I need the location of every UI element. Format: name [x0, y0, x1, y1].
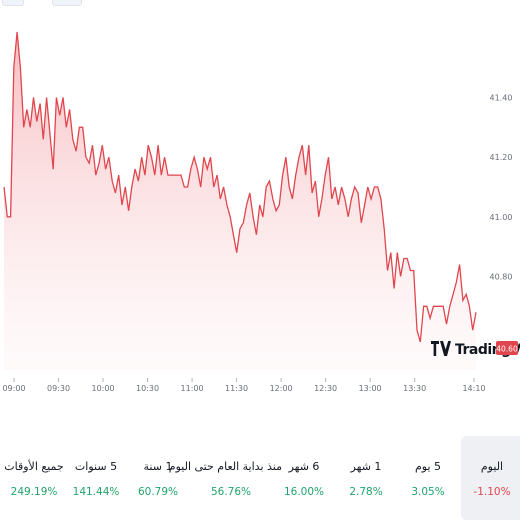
- top-tab-right[interactable]: [52, 0, 82, 6]
- price-line: [3, 31, 477, 343]
- perf-item-all-time[interactable]: جميع الأوقات 249.19%: [3, 436, 65, 520]
- perf-item-5-day[interactable]: 5 يوم 3.05%: [397, 436, 459, 520]
- perf-value: -1.10%: [473, 486, 511, 498]
- x-tick-label: 12:30: [314, 384, 337, 393]
- perf-value: 56.76%: [210, 486, 252, 498]
- perf-value: 249.19%: [10, 486, 58, 498]
- perf-value: 3.05%: [411, 486, 445, 498]
- performance-bar: اليوم -1.10% 5 يوم 3.05% 1 شهر 2.78% 6 ش…: [0, 436, 520, 520]
- area-layer: [4, 31, 476, 371]
- perf-label: 6 شهر: [288, 460, 320, 473]
- tv-logo-mark-left: [431, 341, 439, 356]
- last-price-badge-bg: [496, 341, 518, 355]
- y-tick-label: 40.80: [490, 272, 513, 281]
- y-tick-label: 41.00: [490, 213, 513, 222]
- perf-value: 16.00%: [283, 486, 325, 498]
- price-chart[interactable]: 41.40 41.20 41.00 40.80 09:00 09:30 10:00 10:3…: [0, 0, 520, 420]
- perf-value: 141.44%: [72, 486, 120, 498]
- perf-value: 2.78%: [349, 486, 383, 498]
- perf-item-1-year[interactable]: 1 سنة 60.79%: [127, 436, 189, 520]
- y-tick-label: 41.40: [490, 94, 513, 103]
- x-tick-label: 11:00: [181, 384, 204, 393]
- x-tick-label: 09:30: [47, 384, 70, 393]
- perf-label: 1 سنة: [143, 460, 173, 473]
- perf-label: 5 يوم: [414, 460, 442, 473]
- x-tick-label: 14:10: [462, 384, 485, 393]
- perf-label: 5 سنوات: [74, 460, 118, 473]
- x-tick-label: 09:00: [2, 384, 25, 393]
- line-layer: [3, 31, 477, 343]
- last-price-badge: 40.60: [496, 341, 518, 355]
- x-axis: 09:00 09:30 10:00 10:30 11:00 11:30 12:00 12:30…: [2, 378, 486, 393]
- perf-item-ytd[interactable]: منذ بداية العام حتى اليوم 56.76%: [169, 436, 282, 520]
- x-tick-label: 11:30: [225, 384, 248, 393]
- perf-item-today[interactable]: اليوم -1.10%: [461, 436, 520, 520]
- x-tick-label: 13:00: [359, 384, 382, 393]
- perf-label: منذ بداية العام حتى اليوم: [168, 460, 282, 473]
- y-tick-label: 41.20: [490, 153, 513, 162]
- x-tick-label: 13:30: [403, 384, 426, 393]
- perf-item-1-month[interactable]: 1 شهر 2.78%: [335, 436, 397, 520]
- x-tick-label: 10:00: [92, 384, 115, 393]
- price-area: [4, 31, 476, 371]
- perf-label: جميع الأوقات: [4, 460, 64, 473]
- perf-item-5-years[interactable]: 5 سنوات 141.44%: [65, 436, 127, 520]
- perf-value: 60.79%: [137, 486, 179, 498]
- last-price-label: 40.60: [496, 345, 518, 354]
- y-axis: 41.40 41.20 41.00 40.80: [490, 94, 513, 282]
- perf-label: 1 شهر: [350, 460, 382, 473]
- top-tab-left[interactable]: [2, 0, 24, 6]
- perf-item-6-month[interactable]: 6 شهر 16.00%: [273, 436, 335, 520]
- tv-logo-mark-right: [440, 341, 451, 356]
- x-tick-label: 12:00: [270, 384, 293, 393]
- x-tick-label: 10:30: [136, 384, 159, 393]
- perf-label: اليوم: [480, 460, 504, 473]
